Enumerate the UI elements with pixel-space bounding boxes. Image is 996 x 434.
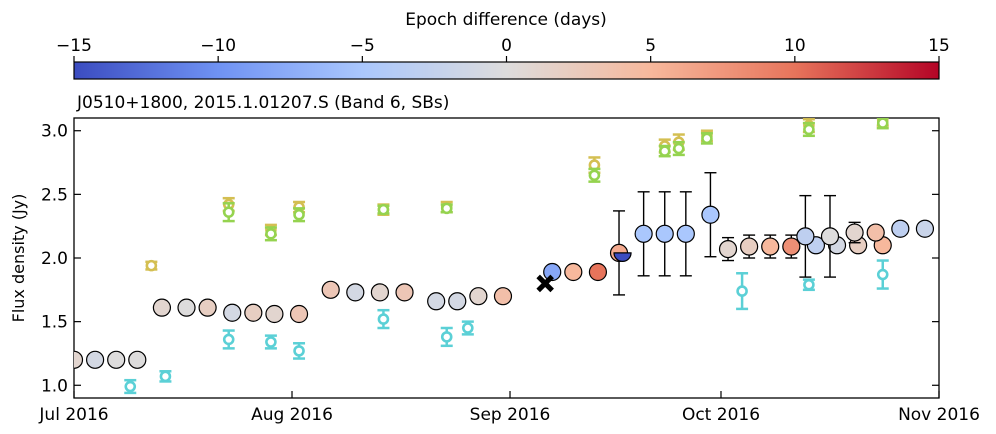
band1-point <box>222 333 235 346</box>
band7-point <box>293 208 305 221</box>
interp-point <box>740 237 759 256</box>
colorbar-tick-label: 0 <box>501 36 512 56</box>
band1-point <box>736 285 748 297</box>
colorbar-label: Epoch difference (days) <box>405 10 607 30</box>
interp-point <box>395 283 414 302</box>
interp-point <box>543 262 562 282</box>
interp-point <box>564 262 583 282</box>
colorbar-tick-label: 10 <box>784 36 806 56</box>
interp-point <box>128 350 147 369</box>
y-axis-label: Flux density (Jy) <box>9 194 28 323</box>
interp-point <box>469 287 488 306</box>
band1-point <box>159 370 172 383</box>
interp-point <box>891 219 910 238</box>
band7-point <box>876 118 889 129</box>
band1-point <box>265 336 277 348</box>
interp-point <box>107 350 126 369</box>
chart-title: J0510+1800, 2015.1.01207.S (Band 6, SBs) <box>76 93 449 113</box>
band7-point <box>265 228 277 240</box>
interp-point <box>676 224 695 243</box>
interp-point <box>289 304 309 324</box>
interp-point <box>796 227 815 246</box>
band1-point <box>293 345 305 357</box>
y-axis: 1.0 1.5 2.0 2.5 3.0 <box>41 122 939 396</box>
interp-point <box>493 287 513 306</box>
x-axis: Jul 2016 Aug 2016 Sep 2016 Oct 2016 Nov 2016 <box>38 391 980 425</box>
band7-point <box>377 203 390 216</box>
colorbar-tick-label: 15 <box>928 36 950 56</box>
interp-point <box>588 262 608 282</box>
interp-point <box>370 283 390 302</box>
band7-point <box>222 206 235 218</box>
band1-point <box>462 322 474 334</box>
band1-point <box>803 278 815 291</box>
band7-point <box>956 124 965 133</box>
colorbar-ticks: −15 −10 −5 0 5 10 15 <box>56 36 950 62</box>
colorbar-tick-label: −5 <box>350 36 375 56</box>
interp-point <box>915 219 935 238</box>
interp-point <box>152 298 172 317</box>
interp-point <box>427 292 446 311</box>
interp-point <box>244 303 263 322</box>
band1-point <box>440 331 453 343</box>
interp-point <box>866 223 885 242</box>
y-tick-label: 1.5 <box>41 313 68 333</box>
band3-point <box>145 259 158 272</box>
interp-point <box>346 283 365 302</box>
x-tick-label: Oct 2016 <box>682 405 760 425</box>
band1-point <box>956 261 965 270</box>
band7-point <box>672 142 685 155</box>
colorbar-tick-label: −15 <box>56 36 92 56</box>
x-tick-label: Sep 2016 <box>470 405 551 425</box>
y-tick-label: 3.0 <box>41 122 68 142</box>
y-tick-label: 1.0 <box>41 376 68 396</box>
interp-point <box>223 303 242 322</box>
interp-point <box>782 237 801 256</box>
interp-point <box>74 350 84 369</box>
x-tick-label: Aug 2016 <box>251 405 333 425</box>
colorbar-tick-label: −10 <box>200 36 236 56</box>
y-tick-label: 2.5 <box>41 185 68 205</box>
x-tick-label: Nov 2016 <box>898 405 980 425</box>
measured-point <box>536 274 554 293</box>
band3-point <box>956 121 965 130</box>
interp-point <box>265 304 284 324</box>
x-tick-label: Jul 2016 <box>38 405 108 425</box>
y-tick-label: 2.0 <box>41 249 68 269</box>
interp-point <box>845 223 864 242</box>
data-marks <box>74 118 965 395</box>
interp-point <box>448 292 467 311</box>
band7-point <box>440 202 453 215</box>
band7-point <box>803 123 815 136</box>
band7-point <box>588 169 601 182</box>
band1-point <box>876 268 889 281</box>
interp-point <box>321 280 340 299</box>
interp-point <box>761 237 780 256</box>
colorbar <box>73 61 940 80</box>
interp-point <box>198 298 217 317</box>
band1-point <box>124 380 137 393</box>
interp-point <box>718 239 738 259</box>
band7-point <box>701 132 713 145</box>
interp-point <box>655 224 674 243</box>
band1-point <box>377 313 390 325</box>
colorbar-tick-label: 5 <box>645 36 656 56</box>
interp-point-half <box>613 252 632 262</box>
band7-point <box>658 145 671 157</box>
interp-point <box>820 227 840 246</box>
interp-point <box>85 350 105 369</box>
interp-point <box>701 205 720 224</box>
interp-point <box>177 298 196 317</box>
interp-point <box>634 224 653 243</box>
plot-frame <box>73 117 940 399</box>
